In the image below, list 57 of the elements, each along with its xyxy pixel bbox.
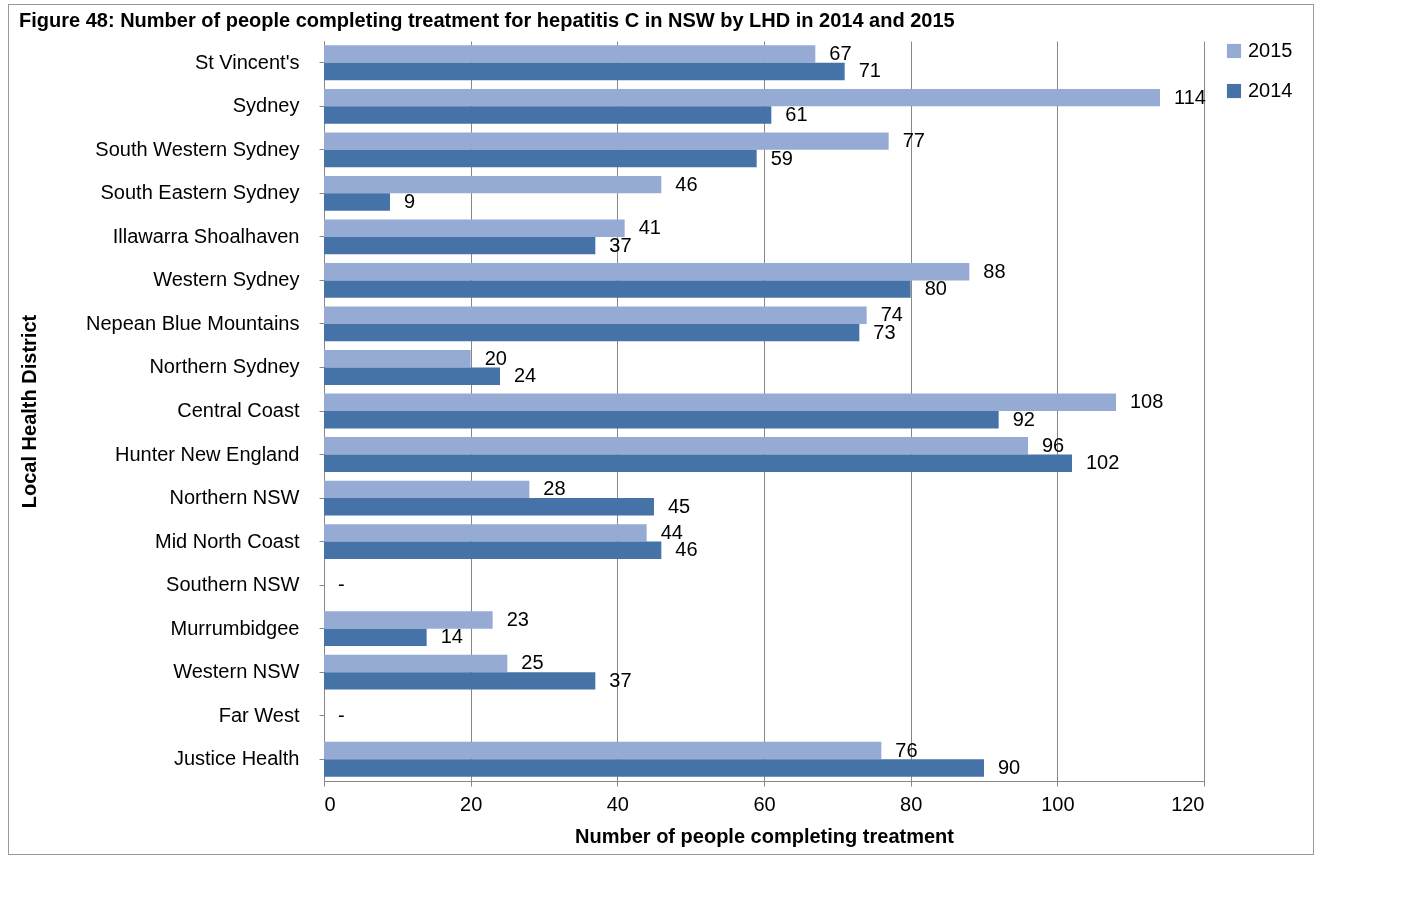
x-tick-label: 60: [753, 792, 776, 815]
x-tick-label: 80: [900, 792, 923, 815]
chart-title: Figure 48: Number of people completing treatment for hepatitis C in NSW by LHD in 2014 and 2015: [19, 9, 955, 31]
y-tick-label: Western NSW: [173, 660, 300, 683]
y-tick-label: South Western Sydney: [95, 137, 300, 160]
text: -: [338, 573, 345, 596]
y-tick-label: Northern NSW: [169, 486, 300, 509]
data-label: 25: [521, 651, 544, 674]
data-label: 77: [902, 129, 925, 152]
legend-label: 2015: [1248, 39, 1293, 61]
y-tick-label: Murrumbidgee: [170, 616, 300, 639]
y-tick-label: Sydney: [232, 94, 300, 117]
text: -: [338, 703, 345, 726]
data-label: 45: [668, 494, 691, 517]
x-axis-title: Number of people completing treatment: [575, 824, 955, 847]
y-tick-label: Illawarra Shoalhaven: [112, 224, 300, 247]
data-label: 76: [895, 738, 918, 761]
data-label: 46: [675, 172, 698, 195]
data-label: 90: [998, 755, 1021, 778]
data-label: 20: [484, 346, 507, 369]
legend-label: 2014: [1248, 79, 1293, 101]
y-tick-label: Mid North Coast: [155, 529, 300, 552]
y-axis-title: Local Health District: [17, 314, 40, 509]
y-tick-label: Justice Health: [173, 747, 300, 770]
data-label: 41: [638, 216, 661, 239]
data-label: 24: [514, 364, 537, 387]
x-tick-label: 100: [1041, 792, 1075, 815]
data-label: 37: [609, 233, 632, 256]
y-tick-label: Far West: [218, 703, 300, 726]
data-label: 23: [506, 607, 529, 630]
data-label: 71: [858, 59, 881, 82]
data-label: 80: [924, 277, 947, 300]
y-tick-label: South Eastern Sydney: [100, 181, 300, 204]
y-tick-label: Nepean Blue Mountains: [86, 311, 300, 334]
data-label: 67: [829, 42, 852, 65]
y-tick-label: Western Sydney: [153, 268, 300, 291]
y-tick-label: Northern Sydney: [149, 355, 300, 378]
y-tick-label: Central Coast: [177, 399, 300, 421]
data-label: 114: [1174, 85, 1206, 108]
x-tick-label: 40: [606, 792, 629, 815]
x-tick-label: 120: [1171, 792, 1205, 815]
data-label: 61: [785, 103, 808, 125]
data-label: 96: [1042, 433, 1065, 456]
y-tick-label: Southern NSW: [166, 573, 300, 596]
data-label: 102: [1086, 451, 1120, 474]
data-label: 88: [983, 259, 1006, 282]
x-tick-label: 20: [460, 792, 483, 815]
y-tick-label: Hunter New England: [114, 442, 300, 465]
data-label: 37: [609, 668, 632, 691]
data-label: 28: [543, 477, 566, 500]
y-tick-label: St Vincent's: [194, 50, 300, 73]
data-label: 108: [1130, 390, 1164, 413]
data-label: 59: [770, 146, 793, 169]
data-label: 14: [440, 625, 463, 648]
data-label: 9: [404, 190, 416, 213]
data-label: 92: [1012, 407, 1035, 430]
x-tick-label: 0: [324, 792, 336, 815]
